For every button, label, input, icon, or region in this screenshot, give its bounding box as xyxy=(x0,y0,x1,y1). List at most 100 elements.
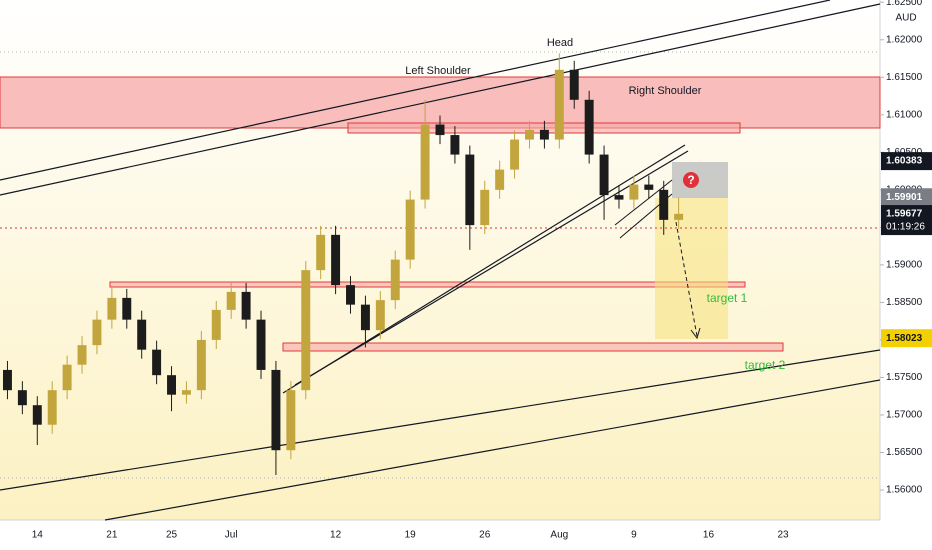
x-tick-label: 12 xyxy=(330,530,342,541)
price-label: 1.59677 xyxy=(886,209,923,220)
x-tick-label: 9 xyxy=(631,530,637,541)
candle-body xyxy=(450,135,460,155)
candle-body xyxy=(152,349,162,376)
candle-body xyxy=(331,234,341,286)
time-axis xyxy=(0,520,880,550)
candle-body xyxy=(181,390,191,395)
candle-body xyxy=(316,234,326,271)
projection-arrow xyxy=(675,221,698,337)
candle-body xyxy=(196,339,206,391)
candle-body xyxy=(47,390,57,425)
candle-body xyxy=(525,129,534,140)
candle-body xyxy=(226,291,236,310)
x-tick-label: 19 xyxy=(405,530,417,541)
stop-box xyxy=(672,162,728,198)
candle-body xyxy=(17,390,27,406)
y-tick-label: 1.59000 xyxy=(886,260,923,271)
annotation: Right Shoulder xyxy=(629,85,702,97)
price-label-box xyxy=(881,205,932,236)
candle-body xyxy=(346,285,355,305)
annotation: ? xyxy=(687,173,694,187)
price-label-box xyxy=(881,152,932,171)
candle-body xyxy=(539,129,549,140)
candle-body xyxy=(674,213,684,220)
wedge-line xyxy=(614,179,673,226)
x-tick-label: 26 xyxy=(479,530,491,541)
candle-body xyxy=(405,199,415,260)
target-box xyxy=(655,198,728,339)
y-tick-label: 1.61500 xyxy=(886,72,923,83)
candle-body xyxy=(360,304,370,331)
x-tick-label: 21 xyxy=(106,530,118,541)
candle-body xyxy=(569,69,579,100)
candle-body xyxy=(495,169,505,190)
candle-body xyxy=(77,345,87,365)
support-zone xyxy=(109,281,746,288)
candle-body xyxy=(92,319,102,346)
candle-body xyxy=(584,99,594,155)
y-tick-label: 1.56000 xyxy=(886,485,923,496)
candle-body xyxy=(465,154,475,226)
candle-body xyxy=(256,319,266,370)
candle-body xyxy=(211,309,221,340)
annotation: Head xyxy=(547,37,573,49)
price-label-box xyxy=(881,188,932,207)
x-tick-label: Aug xyxy=(550,530,568,541)
currency-label: AUD xyxy=(895,13,916,24)
y-tick-label: 1.57000 xyxy=(886,410,923,421)
candle-body xyxy=(629,184,639,200)
y-tick-label: 1.56500 xyxy=(886,447,923,458)
candle-body xyxy=(375,300,385,331)
candle-body xyxy=(390,259,400,301)
annotation: target 2 xyxy=(745,358,786,372)
trendline xyxy=(104,379,881,521)
arrow-head xyxy=(690,327,701,340)
support-zone xyxy=(282,342,784,352)
candle-body xyxy=(137,319,147,350)
candle-body xyxy=(659,189,669,220)
x-tick-label: 23 xyxy=(777,530,789,541)
candle-body xyxy=(644,184,654,190)
candles xyxy=(2,53,684,475)
candle-body xyxy=(510,139,520,170)
x-tick-label: 25 xyxy=(166,530,178,541)
y-tick-label: 1.61000 xyxy=(886,109,923,120)
candle-body xyxy=(435,124,445,136)
question-icon xyxy=(683,172,699,188)
candle-body xyxy=(241,291,251,320)
x-tick-label: 16 xyxy=(703,530,715,541)
candle-body xyxy=(480,189,490,226)
trendline xyxy=(294,150,689,386)
candle-body xyxy=(554,69,564,140)
candle-body xyxy=(32,405,42,425)
price-label-box xyxy=(881,329,932,348)
x-tick-label: Jul xyxy=(225,530,238,541)
price-label: 1.60383 xyxy=(886,156,923,167)
annotation: Left Shoulder xyxy=(405,65,471,77)
candle-body xyxy=(167,375,176,395)
annotation: target 1 xyxy=(707,291,748,305)
price-countdown: 01:19:26 xyxy=(886,222,925,233)
price-label: 1.58023 xyxy=(886,333,923,344)
candle-body xyxy=(301,270,311,391)
y-tick-label: 1.62000 xyxy=(886,34,923,45)
candle-body xyxy=(271,369,281,451)
y-tick-label: 1.58500 xyxy=(886,297,923,308)
x-tick-label: 14 xyxy=(32,530,44,541)
candle-body xyxy=(62,364,72,391)
price-label: 1.59901 xyxy=(886,192,923,203)
candle-body xyxy=(599,154,609,196)
trendline xyxy=(0,3,881,196)
candle-body xyxy=(107,297,117,320)
candle-body xyxy=(614,195,624,200)
candle-body xyxy=(420,124,430,200)
candle-body xyxy=(286,390,296,451)
candle-body xyxy=(2,369,12,391)
trendline xyxy=(0,349,881,491)
y-tick-label: 1.62500 xyxy=(886,0,923,8)
price-axis xyxy=(880,0,932,550)
trendline xyxy=(0,0,831,181)
candle-body xyxy=(122,297,132,320)
y-tick-label: 1.57500 xyxy=(886,372,923,383)
